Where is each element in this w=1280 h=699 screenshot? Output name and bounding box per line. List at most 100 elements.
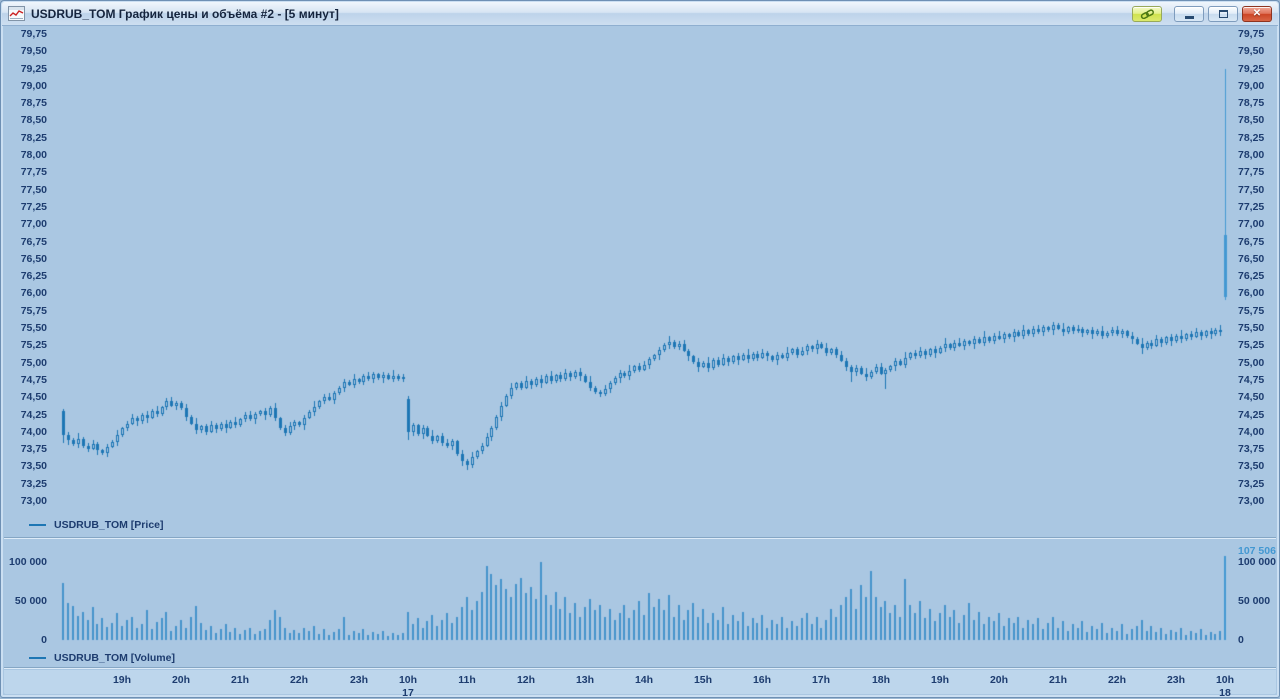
- window-icon: [8, 6, 25, 21]
- price-axis-label: 74,75: [20, 374, 47, 386]
- volume-axis-label: 100 000: [9, 556, 47, 568]
- price-axis-label: 74,75: [1238, 374, 1265, 386]
- time-hour-label: 20h: [171, 674, 191, 686]
- time-hour-label: 19h: [930, 674, 950, 686]
- price-axis-label: 77,75: [20, 166, 47, 178]
- price-axis-label: 74,50: [1238, 391, 1265, 403]
- price-axis-label: 75,00: [20, 357, 47, 369]
- price-axis-label: 74,00: [20, 426, 47, 438]
- restore-button[interactable]: [1208, 5, 1238, 22]
- volume-legend: USDRUB_TOM [Volume]: [29, 652, 175, 664]
- price-axis-label: 77,25: [1238, 201, 1265, 213]
- price-axis-label: 79,75: [20, 28, 47, 40]
- price-axis-label: 78,50: [20, 114, 47, 126]
- time-date-label: 17: [402, 687, 414, 699]
- time-hour-label: 12h: [516, 674, 536, 686]
- price-axis-label: 79,50: [1238, 45, 1265, 57]
- price-axis-label: 74,50: [20, 391, 47, 403]
- time-hour-label: 22h: [289, 674, 309, 686]
- price-axis-label: 77,75: [1238, 166, 1265, 178]
- price-axis-label: 77,50: [20, 184, 47, 196]
- time-hour-label: 19h: [112, 674, 132, 686]
- pane-divider[interactable]: [4, 537, 1276, 539]
- price-axis-label: 77,00: [1238, 218, 1265, 230]
- price-axis-label: 78,00: [20, 149, 47, 161]
- window-title: USDRUB_TOM График цены и объёма #2 - [5 …: [31, 6, 339, 21]
- price-axis-label: 76,50: [20, 253, 47, 265]
- price-axis-label: 79,00: [20, 80, 47, 92]
- price-axis-label: 78,50: [1238, 114, 1265, 126]
- price-axis-label: 73,75: [1238, 443, 1265, 455]
- price-axis-label: 73,00: [1238, 495, 1265, 507]
- volume-axis-label: 0: [41, 634, 47, 646]
- volume-legend-label: USDRUB_TOM [Volume]: [54, 652, 175, 664]
- restore-icon: [1218, 9, 1228, 18]
- volume-current-value: 107 506: [1238, 545, 1276, 557]
- price-axis-label: 75,50: [1238, 322, 1265, 334]
- window-controls: ✕: [1132, 5, 1272, 22]
- price-legend-label: USDRUB_TOM [Price]: [54, 519, 164, 531]
- price-axis-label: 78,75: [1238, 97, 1265, 109]
- price-axis-label: 73,00: [20, 495, 47, 507]
- minimize-button[interactable]: [1174, 5, 1204, 22]
- price-axis-label: 77,50: [1238, 184, 1265, 196]
- time-hour-label: 15h: [693, 674, 713, 686]
- title-bar[interactable]: USDRUB_TOM График цены и объёма #2 - [5 …: [2, 2, 1278, 26]
- link-button[interactable]: [1132, 5, 1162, 22]
- price-axis-label: 79,75: [1238, 28, 1265, 40]
- time-hour-label: 17h: [811, 674, 831, 686]
- volume-axis-label: 50 000: [14, 595, 47, 607]
- price-axis-label: 76,00: [20, 287, 47, 299]
- price-axis-label: 75,25: [1238, 339, 1265, 351]
- price-axis-label: 79,25: [20, 63, 47, 75]
- close-icon: ✕: [1252, 7, 1262, 19]
- time-hour-label: 10h: [398, 674, 418, 686]
- price-axis-label: 76,25: [20, 270, 47, 282]
- candlestick-volume-chart-canvas[interactable]: [1, 26, 1280, 671]
- price-axis-label: 75,75: [20, 305, 47, 317]
- price-series-line-icon: [29, 524, 46, 526]
- price-axis-label: 76,25: [1238, 270, 1265, 282]
- time-hour-label: 16h: [752, 674, 772, 686]
- volume-series-line-icon: [29, 657, 46, 659]
- time-hour-label: 23h: [1166, 674, 1186, 686]
- price-axis-label: 73,50: [1238, 460, 1265, 472]
- price-axis-label: 75,50: [20, 322, 47, 334]
- chain-link-icon: [1140, 8, 1154, 19]
- price-axis-label: 78,75: [20, 97, 47, 109]
- price-axis-label: 73,25: [1238, 478, 1265, 490]
- price-legend: USDRUB_TOM [Price]: [29, 519, 164, 531]
- time-axis: [4, 670, 1276, 694]
- volume-axis-label: 0: [1238, 634, 1244, 646]
- minimize-icon: [1184, 15, 1194, 19]
- price-axis-label: 74,25: [20, 409, 47, 421]
- price-axis-label: 76,00: [1238, 287, 1265, 299]
- price-axis-label: 76,75: [1238, 236, 1265, 248]
- time-date-label: 18: [1219, 687, 1231, 699]
- time-hour-label: 20h: [989, 674, 1009, 686]
- price-axis-label: 78,00: [1238, 149, 1265, 161]
- price-axis-label: 78,25: [1238, 132, 1265, 144]
- time-hour-label: 13h: [575, 674, 595, 686]
- close-button[interactable]: ✕: [1242, 5, 1272, 22]
- price-axis-label: 78,25: [20, 132, 47, 144]
- price-axis-label: 73,75: [20, 443, 47, 455]
- price-axis-label: 74,25: [1238, 409, 1265, 421]
- time-hour-label: 21h: [230, 674, 250, 686]
- time-hour-label: 22h: [1107, 674, 1127, 686]
- price-axis-label: 73,50: [20, 460, 47, 472]
- price-axis-label: 77,25: [20, 201, 47, 213]
- time-hour-label: 14h: [634, 674, 654, 686]
- price-axis-label: 79,50: [20, 45, 47, 57]
- time-hour-label: 11h: [458, 674, 476, 686]
- price-axis-label: 75,75: [1238, 305, 1265, 317]
- volume-axis-label: 100 000: [1238, 556, 1276, 568]
- price-axis-label: 77,00: [20, 218, 47, 230]
- price-axis-label: 74,00: [1238, 426, 1265, 438]
- volume-axis-label: 50 000: [1238, 595, 1271, 607]
- price-axis-label: 75,25: [20, 339, 47, 351]
- pane-divider[interactable]: [4, 667, 1276, 669]
- time-hour-label: 18h: [871, 674, 891, 686]
- price-axis-label: 75,00: [1238, 357, 1265, 369]
